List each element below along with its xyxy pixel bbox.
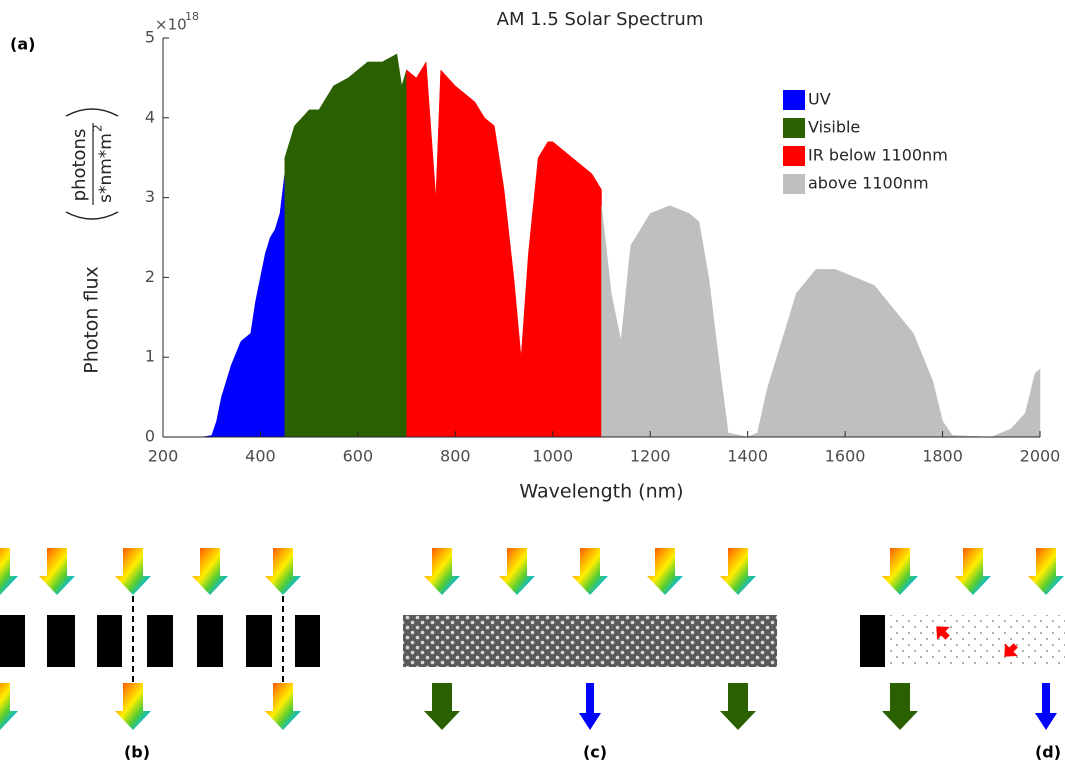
- y-multiplier-exponent: 18: [185, 10, 199, 23]
- legend-label: above 1100nm: [808, 174, 929, 193]
- y-label-text: Photon flux: [81, 266, 103, 374]
- x-tick-label: 800: [440, 447, 471, 466]
- x-tick-label: 1400: [727, 447, 768, 466]
- y-tick-label: 5: [145, 28, 155, 47]
- panel-label: (a): [10, 35, 35, 54]
- x-tick-label: 1800: [922, 447, 963, 466]
- area: [284, 53, 407, 438]
- legend-label: UV: [808, 90, 831, 109]
- x-tick-label: 200: [148, 447, 179, 466]
- legend-swatch: [783, 118, 805, 138]
- diagram-c: [403, 548, 777, 730]
- area: [201, 173, 286, 438]
- y-tick-label: 2: [145, 267, 155, 286]
- y-tick-label: 4: [145, 107, 155, 126]
- paren: [65, 211, 119, 220]
- x-tick-label: 1000: [532, 447, 573, 466]
- chart-title: AM 1.5 Solar Spectrum: [497, 9, 704, 30]
- panel-label: (b): [124, 743, 150, 762]
- legend-swatch: [783, 90, 805, 110]
- x-tick-label: 400: [245, 447, 276, 466]
- legend-label: Visible: [808, 118, 860, 137]
- y-multiplier: ×10: [155, 16, 187, 34]
- legend-swatch: [783, 146, 805, 166]
- legend-label: IR below 1100nm: [808, 146, 948, 165]
- y-tick-label: 3: [145, 187, 155, 206]
- panel-label: (c): [583, 743, 607, 762]
- area: [601, 205, 1041, 438]
- x-tick-label: 600: [343, 447, 374, 466]
- y-tick-label: 0: [145, 427, 155, 446]
- legend-swatch: [783, 174, 805, 194]
- chart: 200 400 600 800 1000 1200 1400 1600 1800 2000 0 1 2 3…: [65, 9, 1061, 503]
- paren: [65, 108, 119, 117]
- x-tick-label: 2000: [1020, 447, 1061, 466]
- diagram-b: [0, 548, 320, 730]
- y-label-exponent: 2: [91, 124, 105, 132]
- x-axis-label: Wavelength (nm): [519, 481, 683, 503]
- x-tick-label: 1600: [825, 447, 866, 466]
- y-axis-label: Photon flux photons s*nm*m2: [65, 108, 119, 374]
- panel-label: (d): [1035, 743, 1061, 762]
- diagram-d: [860, 548, 1065, 730]
- y-tick-label: 1: [145, 347, 155, 366]
- area: [406, 61, 602, 438]
- y-label-denominator: s*nm*m: [96, 133, 116, 203]
- y-label-numerator: photons: [69, 129, 90, 202]
- x-tick-label: 1200: [630, 447, 671, 466]
